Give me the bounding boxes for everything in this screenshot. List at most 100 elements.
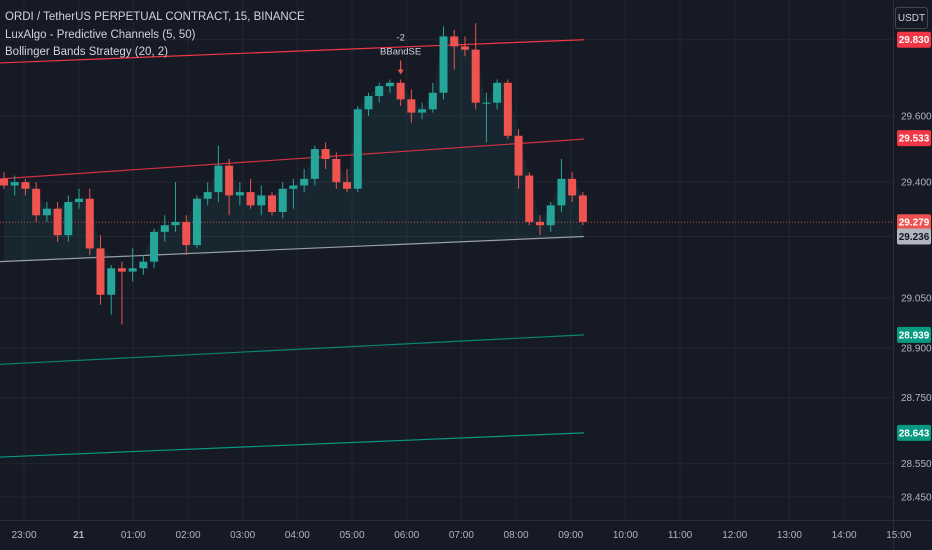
candle-body bbox=[525, 175, 534, 222]
signal-quantity-label: -2 bbox=[396, 32, 404, 43]
x-tick-label: 11:00 bbox=[668, 530, 693, 541]
x-tick-label: 08:00 bbox=[504, 530, 529, 541]
candle-body bbox=[460, 46, 469, 50]
candles-layer bbox=[0, 23, 587, 325]
candle-body bbox=[32, 188, 41, 216]
candle-body bbox=[96, 248, 105, 295]
candle-body bbox=[450, 36, 459, 47]
candle bbox=[214, 145, 223, 203]
candle bbox=[482, 92, 491, 143]
candle bbox=[321, 142, 330, 169]
y-tick-label: 28.750 bbox=[901, 393, 932, 404]
candle bbox=[310, 145, 319, 186]
candle-body bbox=[300, 178, 309, 186]
candle bbox=[42, 202, 51, 222]
candle bbox=[32, 182, 41, 222]
price-tag-label: 29.279 bbox=[899, 218, 930, 229]
candle-body bbox=[321, 149, 330, 159]
support-2-line bbox=[0, 432, 584, 458]
candle bbox=[107, 264, 116, 315]
candle bbox=[64, 195, 73, 242]
price-tag-background bbox=[897, 424, 931, 441]
candle bbox=[128, 248, 137, 282]
x-tick-label: 06:00 bbox=[394, 530, 419, 541]
resistance-1-price-tag: 29.533 bbox=[897, 130, 931, 147]
candle-body bbox=[310, 149, 319, 179]
x-tick-label: 01:00 bbox=[121, 530, 146, 541]
candle bbox=[471, 23, 480, 110]
price-tag-label: 28.643 bbox=[899, 428, 930, 439]
candle bbox=[418, 102, 427, 120]
y-tick-label: 28.900 bbox=[901, 343, 932, 354]
candle bbox=[493, 79, 502, 110]
candle bbox=[257, 185, 266, 216]
candle-body bbox=[192, 198, 201, 246]
x-tick-label: 21 bbox=[73, 530, 85, 541]
candle bbox=[578, 192, 587, 226]
candle bbox=[182, 215, 191, 256]
candle bbox=[364, 92, 373, 116]
candle-body bbox=[353, 109, 362, 189]
x-tick-label: 13:00 bbox=[777, 530, 802, 541]
candle-body bbox=[85, 198, 94, 249]
candle bbox=[246, 178, 255, 209]
x-tick-label: 12:00 bbox=[722, 530, 747, 541]
x-tick-label: 14:00 bbox=[832, 530, 857, 541]
candle-body bbox=[225, 165, 234, 196]
candle-body bbox=[268, 195, 276, 212]
candle bbox=[235, 182, 244, 206]
candle bbox=[289, 178, 298, 209]
price-tag-label: 28.939 bbox=[899, 330, 930, 341]
grid-layer bbox=[0, 0, 900, 520]
indicator-predictive-channels[interactable]: LuxAlgo - Predictive Channels (5, 50) bbox=[5, 28, 196, 41]
support-2-price-tag: 28.643 bbox=[897, 424, 931, 441]
candle bbox=[546, 202, 555, 232]
support-1-line bbox=[0, 334, 584, 365]
candle bbox=[10, 175, 19, 196]
candle bbox=[96, 235, 105, 305]
candle bbox=[139, 255, 148, 275]
candle-body bbox=[75, 198, 84, 203]
candle bbox=[450, 29, 459, 70]
currency-button[interactable]: USDT bbox=[895, 7, 928, 29]
candle-body bbox=[0, 178, 8, 186]
support-1-price-tag: 28.939 bbox=[897, 326, 931, 343]
candle-body bbox=[117, 268, 126, 272]
candle bbox=[225, 158, 234, 216]
resistance-2-price-tag: 29.830 bbox=[897, 31, 931, 48]
x-tick-label: 02:00 bbox=[176, 530, 201, 541]
candle-body bbox=[235, 192, 244, 196]
candle bbox=[85, 188, 94, 256]
price-tag-background bbox=[897, 214, 931, 231]
candle bbox=[375, 82, 384, 103]
candle-body bbox=[578, 195, 587, 222]
y-tick-label: 29.600 bbox=[901, 111, 932, 122]
x-tick-label: 10:00 bbox=[613, 530, 638, 541]
price-tag-label: 29.533 bbox=[899, 134, 930, 145]
candle bbox=[192, 195, 201, 249]
candle-body bbox=[160, 225, 169, 232]
resistance-2-line bbox=[0, 39, 584, 64]
price-axis-background bbox=[893, 0, 932, 550]
channel-fill-layer bbox=[4, 36, 583, 262]
y-tick-label: 28.450 bbox=[901, 492, 932, 503]
candle-body bbox=[21, 182, 30, 189]
legend: ORDI / TetherUS PERPETUAL CONTRACT, 15, … bbox=[5, 9, 305, 62]
candle-body bbox=[332, 158, 341, 183]
candle-body bbox=[150, 231, 159, 262]
candle bbox=[536, 215, 544, 236]
channel-fill bbox=[4, 36, 583, 262]
candle-body bbox=[139, 261, 148, 269]
last-price-price-tag: 29.279 bbox=[897, 214, 931, 231]
candle-body bbox=[278, 188, 287, 212]
candle bbox=[343, 168, 352, 193]
indicator-bollinger-strategy[interactable]: Bollinger Bands Strategy (20, 2) bbox=[5, 46, 169, 58]
candle bbox=[525, 172, 534, 226]
candle-body bbox=[439, 36, 448, 93]
candle-body bbox=[10, 182, 19, 186]
candle bbox=[300, 168, 309, 193]
candle bbox=[385, 79, 394, 93]
candle-body bbox=[396, 82, 405, 100]
